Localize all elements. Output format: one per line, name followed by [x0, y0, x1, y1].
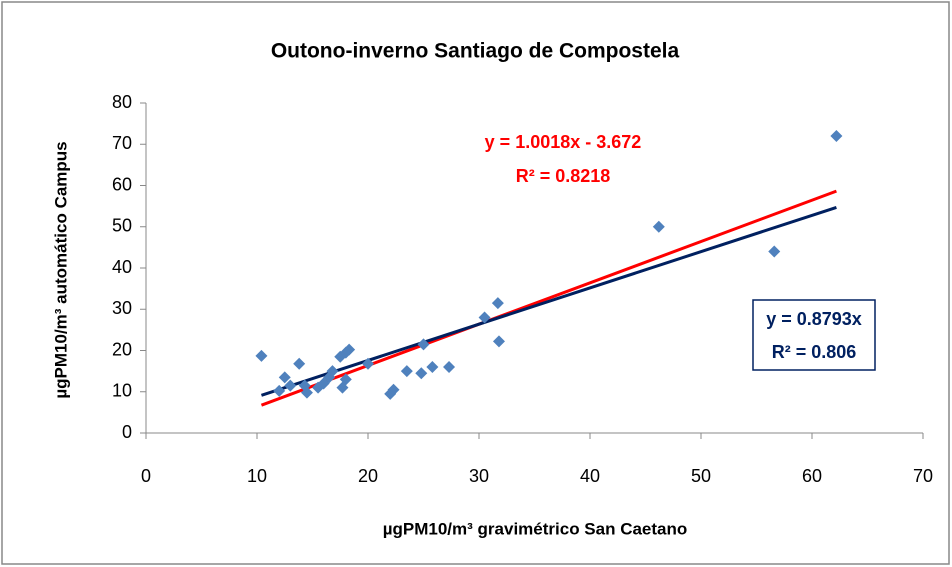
- data-point: [415, 367, 428, 380]
- y-tick-label: 70: [112, 133, 132, 153]
- trendline: [260, 205, 837, 397]
- x-tick-label: 10: [247, 466, 267, 486]
- data-point: [491, 297, 504, 310]
- x-tick-label: 40: [580, 466, 600, 486]
- x-tick-label: 70: [913, 466, 933, 486]
- x-tick-label: 20: [358, 466, 378, 486]
- data-point: [326, 365, 339, 378]
- trendline-r2: R² = 0.8218: [516, 166, 611, 186]
- data-point: [362, 357, 374, 370]
- x-tick-label: 0: [141, 466, 151, 486]
- y-axis-label: µgPM10/m³ automático Campus: [51, 141, 70, 398]
- y-tick-label: 30: [112, 298, 132, 318]
- data-point: [273, 384, 286, 397]
- trendline: [260, 189, 837, 407]
- trendline-equation: y = 0.8793x: [766, 309, 862, 329]
- y-tick-label: 50: [112, 216, 132, 236]
- y-tick-label: 60: [112, 174, 132, 194]
- y-tick-label: 0: [122, 422, 132, 442]
- x-tick-label: 50: [691, 466, 711, 486]
- y-tick-label: 20: [112, 339, 132, 359]
- data-point: [300, 386, 313, 399]
- data-point: [768, 245, 781, 258]
- data-point: [255, 349, 268, 362]
- data-point: [830, 130, 843, 142]
- data-point: [417, 338, 430, 351]
- data-point: [492, 335, 505, 348]
- data-point: [293, 357, 306, 370]
- chart-title: Outono-inverno Santiago de Compostela: [271, 40, 680, 63]
- x-tick-label: 30: [469, 466, 489, 486]
- data-point: [278, 371, 291, 384]
- data-point: [284, 379, 297, 392]
- data-point: [426, 361, 439, 373]
- y-tick-label: 40: [112, 257, 132, 277]
- y-tick-label: 10: [112, 381, 132, 401]
- trendline-r2: R² = 0.806: [772, 342, 857, 362]
- data-point: [652, 220, 665, 233]
- x-tick-label: 60: [802, 466, 822, 486]
- data-point: [443, 361, 456, 373]
- data-point: [339, 373, 352, 386]
- y-tick-label: 80: [112, 92, 132, 112]
- data-point: [387, 383, 400, 396]
- trendline-label-box: [752, 299, 876, 371]
- data-point: [478, 311, 491, 324]
- data-point: [400, 365, 413, 378]
- data-point: [343, 343, 356, 356]
- trendline-equation: y = 1.0018x - 3.672: [485, 132, 642, 152]
- x-axis-label: µgPM10/m³ gravimétrico San Caetano: [383, 519, 688, 538]
